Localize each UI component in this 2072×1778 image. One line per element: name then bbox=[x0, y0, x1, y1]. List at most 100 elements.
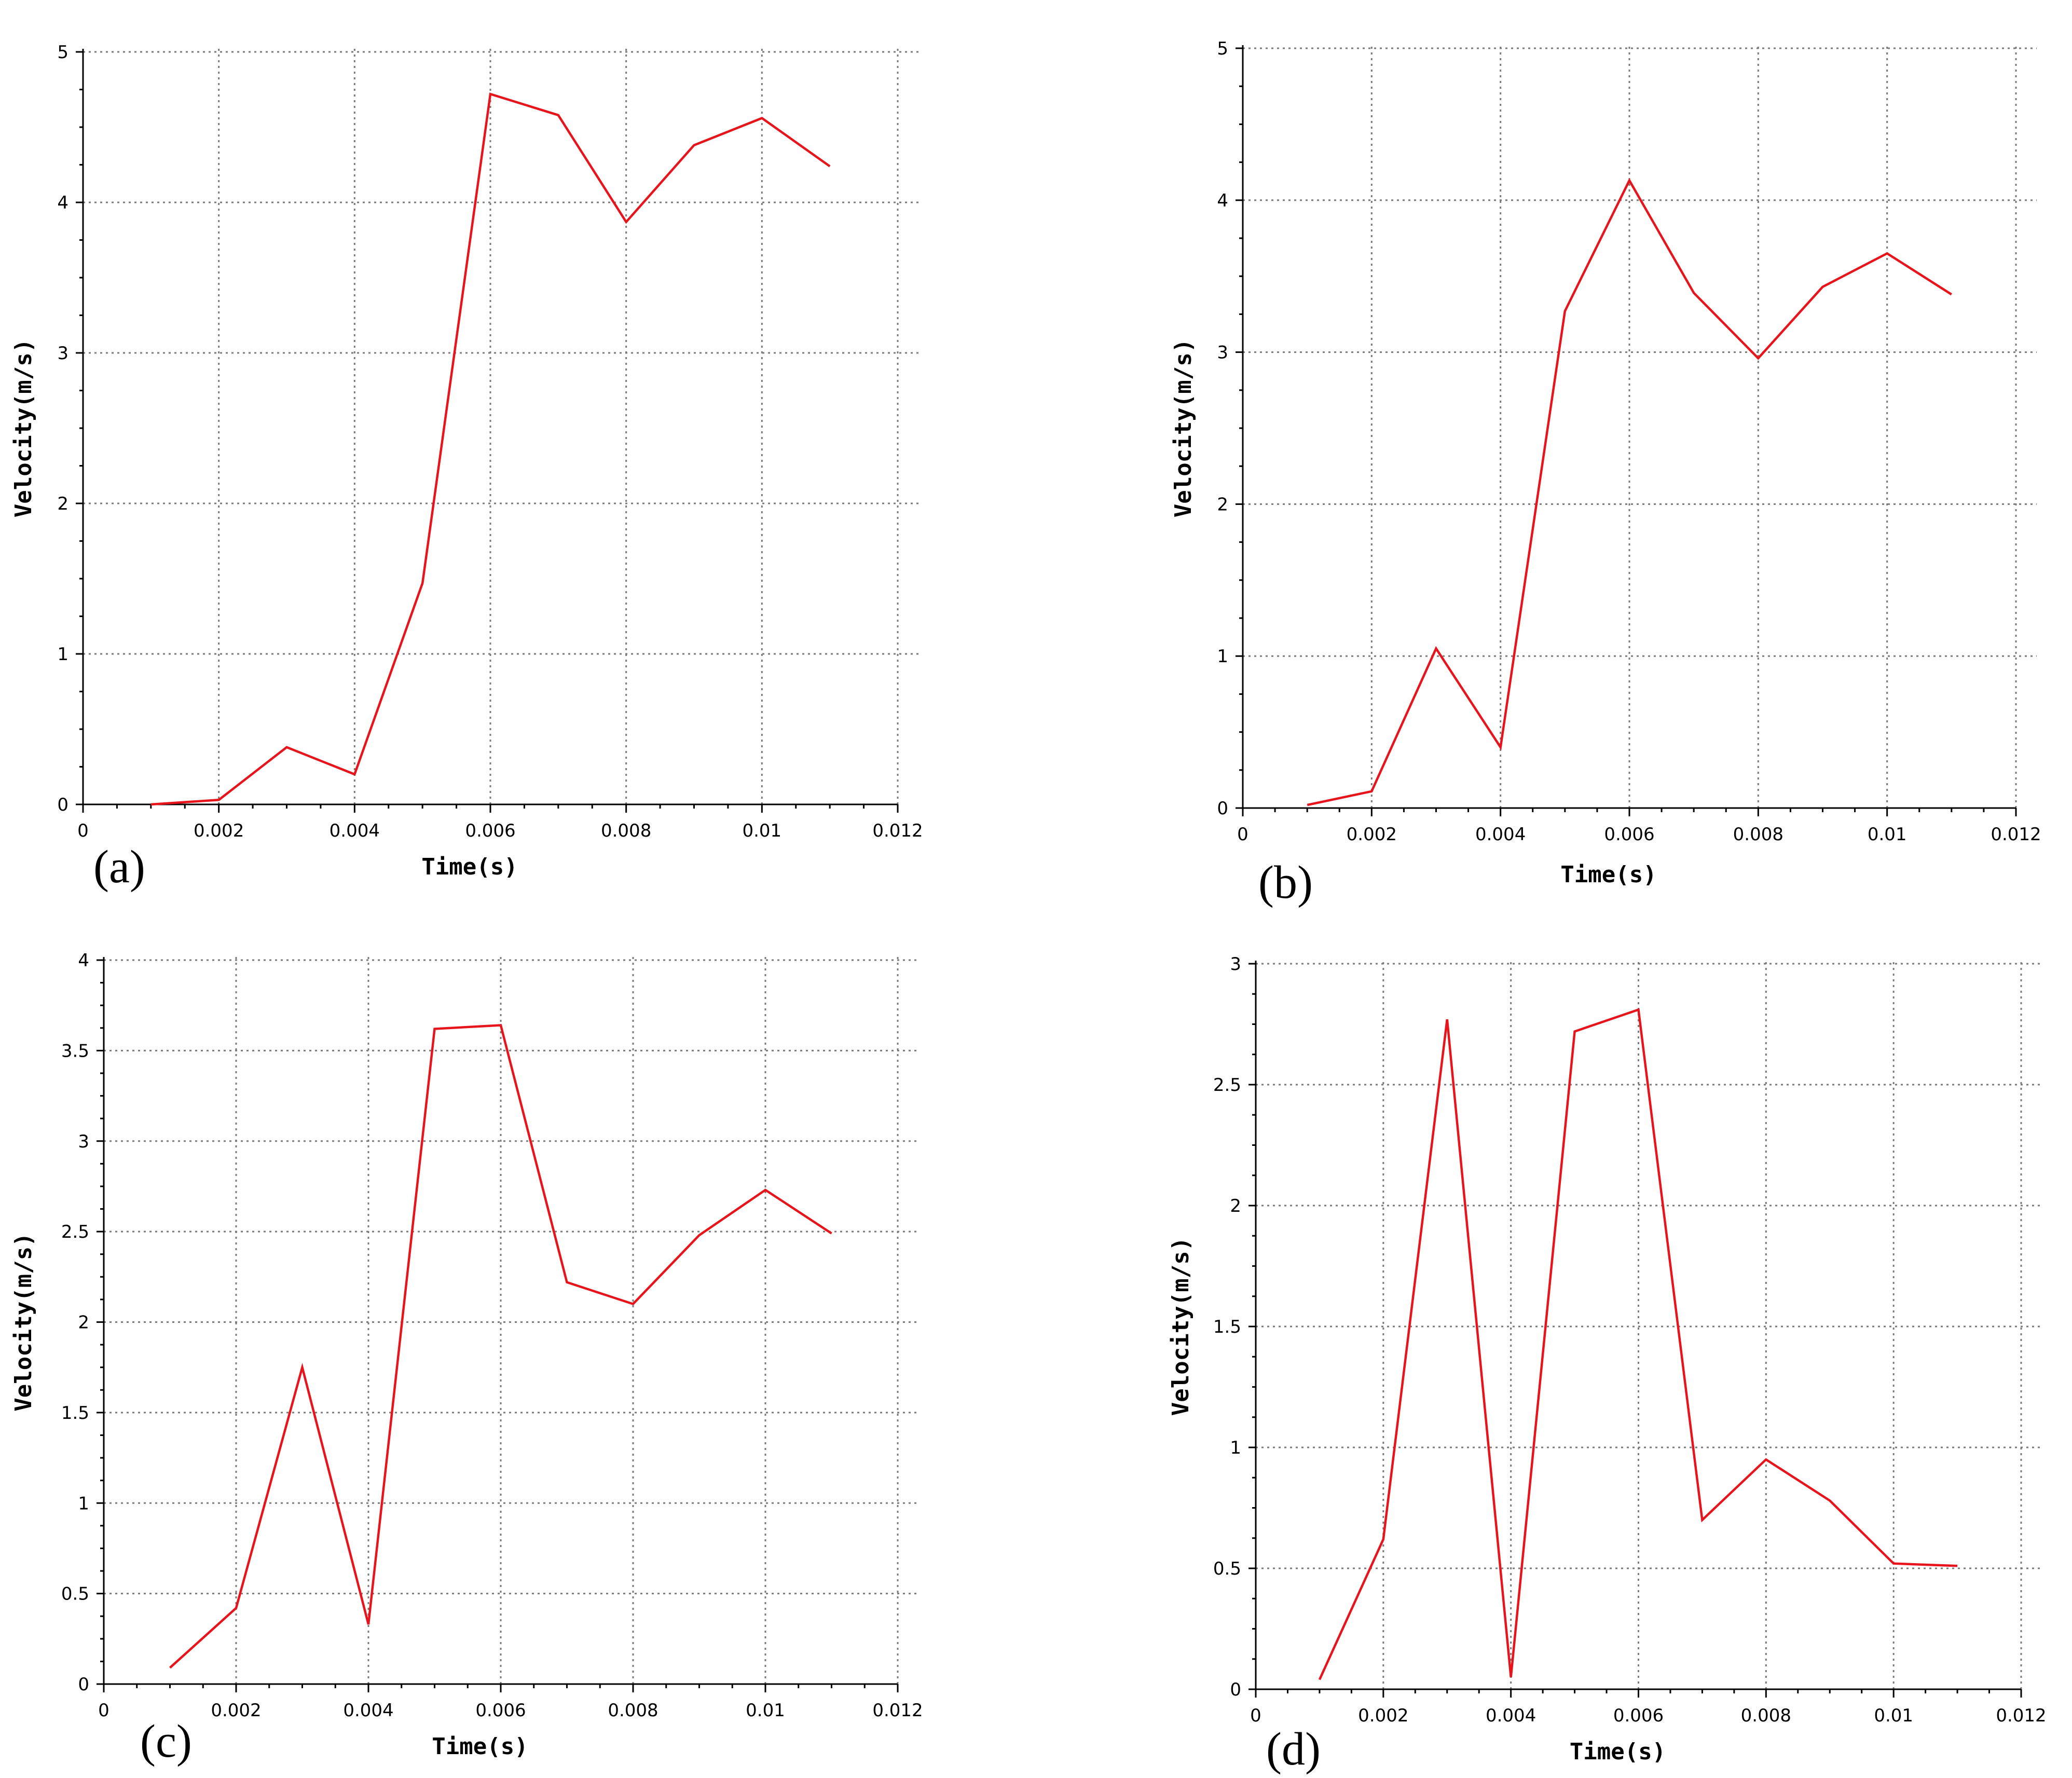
y-tick-label: 0.5 bbox=[1213, 1558, 1241, 1579]
data-point bbox=[698, 1234, 701, 1237]
panel-label: (a) bbox=[93, 841, 145, 893]
data-point bbox=[1956, 1564, 1959, 1567]
y-tick-label: 0.5 bbox=[61, 1584, 89, 1605]
x-axis-label: Time(s) bbox=[432, 1733, 528, 1760]
data-point bbox=[1764, 1458, 1767, 1461]
panel-c: 0 0.002 0.004 0.006 0.008 0.01 0.012 0 0.5 1 1.5 2 2… bbox=[10, 950, 923, 1767]
y-tick-label: 4 bbox=[57, 193, 68, 213]
y-tick-label: 3 bbox=[1230, 954, 1241, 975]
y-tick-label: 3 bbox=[1217, 343, 1228, 363]
data-point bbox=[1892, 1562, 1895, 1565]
data-point bbox=[1828, 1499, 1831, 1502]
x-axis-label: Time(s) bbox=[421, 854, 517, 880]
x-axis-label: Time(s) bbox=[1560, 861, 1656, 888]
panel-d: 0 0.002 0.004 0.006 0.008 0.01 0.012 0 0.5 1 1.5 2 2… bbox=[1168, 954, 2047, 1775]
velocity-series-line bbox=[169, 1024, 832, 1669]
velocity-series-line bbox=[1307, 177, 1953, 806]
x-tick-label: 0.002 bbox=[194, 820, 244, 841]
x-tick-label: 0.012 bbox=[1991, 824, 2041, 845]
y-axis-label: Velocity(m/s) bbox=[10, 1233, 37, 1411]
y-tick-label: 0 bbox=[78, 1674, 89, 1695]
data-point bbox=[566, 1281, 569, 1284]
y-tick-label: 2 bbox=[78, 1312, 89, 1333]
data-point bbox=[1446, 1018, 1449, 1021]
y-tick-label: 2.5 bbox=[1213, 1075, 1241, 1096]
x-tick-label: 0.012 bbox=[872, 820, 923, 841]
x-tick-label: 0.006 bbox=[1613, 1705, 1664, 1726]
data-point bbox=[828, 165, 831, 168]
x-tick-label: 0.002 bbox=[1347, 824, 1397, 845]
y-tick-label: 5 bbox=[1217, 38, 1228, 59]
data-point bbox=[764, 1188, 767, 1192]
data-point bbox=[367, 1623, 370, 1626]
x-tick-label: 0.01 bbox=[746, 1700, 785, 1721]
x-tick-label: 0.004 bbox=[343, 1700, 393, 1721]
data-point bbox=[499, 1024, 502, 1027]
data-point bbox=[421, 582, 424, 585]
panel-label: (b) bbox=[1258, 857, 1313, 908]
data-point bbox=[1757, 357, 1760, 360]
data-point bbox=[1510, 1676, 1513, 1679]
data-point bbox=[760, 117, 763, 120]
data-point bbox=[1628, 179, 1631, 182]
data-point bbox=[301, 1366, 304, 1369]
y-tick-label: 3 bbox=[78, 1131, 89, 1152]
data-point bbox=[217, 798, 221, 801]
panel-label: (d) bbox=[1266, 1724, 1321, 1775]
data-point bbox=[1821, 285, 1824, 289]
y-tick-label: 0 bbox=[1217, 798, 1228, 819]
x-tick-label: 0.008 bbox=[601, 820, 651, 841]
x-tick-label: 0.002 bbox=[211, 1700, 261, 1721]
x-tick-label: 0 bbox=[1250, 1705, 1261, 1726]
y-tick-label: 1.5 bbox=[61, 1403, 89, 1424]
grid bbox=[104, 957, 918, 1684]
panel-b: 0 0.002 0.004 0.006 0.008 0.01 0.012 0 1 2 3 4 5 Time… bbox=[1170, 38, 2041, 908]
panel-label: (c) bbox=[140, 1716, 192, 1767]
data-point bbox=[433, 1028, 436, 1031]
y-tick-label: 1.5 bbox=[1213, 1317, 1241, 1337]
x-tick-label: 0 bbox=[1237, 824, 1248, 845]
y-axis-label: Velocity(m/s) bbox=[10, 339, 37, 517]
data-point bbox=[1573, 1030, 1576, 1033]
grid bbox=[1256, 961, 2042, 1689]
data-point bbox=[830, 1232, 833, 1235]
data-point bbox=[1382, 1538, 1385, 1541]
y-tick-label: 2.5 bbox=[61, 1222, 89, 1242]
y-tick-label: 4 bbox=[1217, 190, 1228, 211]
x-tick-label: 0.012 bbox=[872, 1700, 923, 1721]
data-point bbox=[1692, 291, 1695, 294]
x-tick-label: 0.01 bbox=[1874, 1705, 1913, 1726]
data-point bbox=[625, 221, 628, 224]
data-point bbox=[1700, 1519, 1704, 1522]
y-tick-label: 3 bbox=[57, 343, 68, 364]
data-point bbox=[489, 92, 492, 95]
y-tick-label: 4 bbox=[78, 950, 89, 971]
velocity-series-line bbox=[150, 92, 831, 806]
data-point bbox=[1318, 1678, 1321, 1681]
data-point bbox=[693, 144, 696, 147]
y-axis-label: Velocity(m/s) bbox=[1168, 1237, 1194, 1416]
x-tick-label: 0.004 bbox=[330, 820, 380, 841]
y-tick-label: 2 bbox=[1217, 494, 1228, 515]
x-tick-label: 0.004 bbox=[1475, 824, 1526, 845]
x-tick-label: 0.006 bbox=[1604, 824, 1654, 845]
x-tick-label: 0 bbox=[77, 820, 89, 841]
x-tick-label: 0.012 bbox=[1996, 1705, 2046, 1726]
data-point bbox=[285, 746, 289, 749]
data-point bbox=[1306, 803, 1309, 806]
y-tick-label: 1 bbox=[57, 644, 68, 665]
y-tick-label: 1 bbox=[1217, 646, 1228, 667]
data-point bbox=[149, 803, 153, 806]
data-point bbox=[557, 114, 560, 117]
x-tick-label: 0.006 bbox=[475, 1700, 526, 1721]
y-tick-label: 2 bbox=[1230, 1196, 1241, 1216]
x-tick-label: 0.008 bbox=[1733, 824, 1783, 845]
data-point bbox=[235, 1607, 238, 1610]
data-point bbox=[1563, 310, 1567, 313]
x-tick-label: 0.01 bbox=[1868, 824, 1907, 845]
data-point bbox=[1499, 746, 1502, 749]
data-point bbox=[353, 773, 356, 776]
data-point bbox=[1950, 293, 1953, 296]
x-tick-label: 0.008 bbox=[1741, 1705, 1791, 1726]
